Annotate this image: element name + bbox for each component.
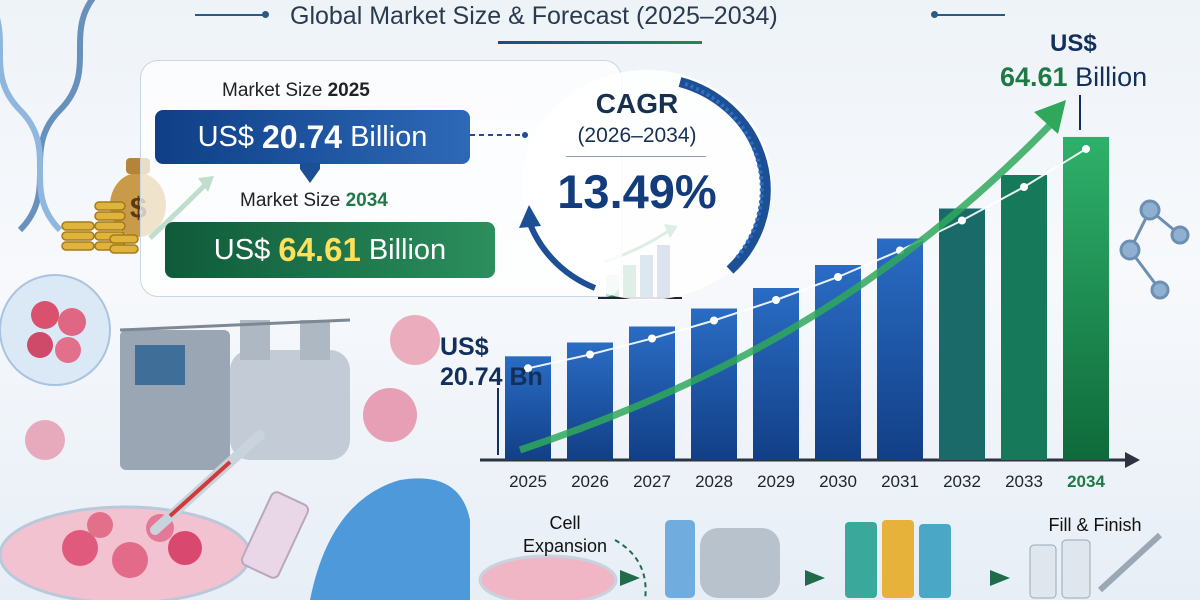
x-tick-label-2025: 2025 [509,472,547,491]
chart-bar-2031 [877,238,923,460]
process-arrow-icon [620,570,640,586]
chart-bar-2033 [1001,175,1047,460]
chart-bar-2032 [939,208,985,460]
x-tick-label-2033: 2033 [1005,472,1043,491]
growth-arrow-head [1034,100,1066,134]
trend-line [527,148,1087,370]
cagr-title: CAGR [595,88,679,119]
x-tick-label-2029: 2029 [757,472,795,491]
x-tick-label-2027: 2027 [633,472,671,491]
chart-end-value: 64.61 [1000,62,1068,92]
gloved-hand-icon [310,478,470,600]
cell-expansion-label: Cell Expansion [505,512,625,558]
x-tick-label-2028: 2028 [695,472,733,491]
culture-dish-icon [478,554,618,600]
x-tick-label-2026: 2026 [571,472,609,491]
x-tick-label-2032: 2032 [943,472,981,491]
pink-cell-icon [25,420,65,460]
market-value: 64.61 [278,231,361,268]
trend-point-2030 [834,273,842,281]
cagr-divider [566,156,706,157]
title-bar: Global Market Size & Forecast (2025–2034… [0,0,1200,44]
bioreactor-tank-icon [700,528,780,598]
trend-point-2028 [710,316,718,325]
coins-icon [61,201,139,254]
trend-point-2027 [648,334,656,343]
title-underline [498,41,702,44]
market-size-2034-value: US$ 64.61 Billion [165,222,495,278]
cagr-ring-icon [519,77,771,291]
title-dot-right [931,11,938,18]
down-arrow-icon [300,163,320,183]
reagent-bottle-icon [665,520,695,598]
growth-arrow [518,122,1053,454]
market-size-2034-label: Market Size 2034 [240,190,388,212]
x-tick-label-2030: 2030 [819,472,857,491]
chart-end-prefix: US$ [1050,30,1097,57]
title-divider-right [935,14,1005,16]
x-tick-label-2031: 2031 [881,472,919,491]
trend-point-2025 [524,364,532,373]
vials-row-icon [845,520,951,598]
chart-start-label: US$ 20.74 Bn [440,332,543,392]
dna-helix-icon [0,0,96,233]
pipette-icon [150,430,265,535]
chart-start-prefix: US$ [440,333,489,361]
market-size-2025-value: US$ 20.74 Billion [155,110,470,164]
chart-bar-2026 [567,342,613,460]
trend-point-2032 [958,216,966,225]
cagr-range: (2026–2034) [577,124,697,147]
molecule-icon [1119,199,1190,300]
currency-prefix: US$ [213,233,271,266]
x-axis-arrow [1125,452,1140,468]
title-divider-left [195,14,265,16]
market-size-year: 2025 [327,80,370,101]
market-size-year: 2034 [345,190,388,211]
title-dot-left [262,11,269,18]
trend-point-2034 [1082,144,1090,153]
trend-point-2033 [1020,183,1028,191]
market-size-label-text: Market Size [240,190,341,211]
market-unit: Billion [368,233,447,266]
process-arrow-icon [990,570,1010,586]
trend-point-2026 [586,350,594,359]
pink-cell-icon [390,315,440,365]
cell-expansion-line1: Cell [549,513,581,533]
chart-bar-2030 [815,265,861,460]
market-size-label-text: Market Size [222,80,323,101]
market-size-2025-label: Market Size 2025 [222,80,370,102]
chart-bar-2034 [1063,136,1109,460]
chart-bar-2029 [753,288,799,460]
connector-dashed-icon [470,132,528,138]
pink-cell-icon [363,388,417,442]
currency-prefix: US$ [197,120,254,153]
cell-expansion-line2: Expansion [522,536,608,556]
finished-vials-icon [1029,532,1163,599]
page-title: Global Market Size & Forecast (2025–2034… [290,2,778,30]
chart-end-unit: Billion [1075,62,1148,92]
chart-end-label: 64.61 Billion [1000,62,1147,93]
vial-icon [240,491,310,579]
market-value: 20.74 [261,118,343,155]
trend-point-2029 [772,296,780,304]
chart-start-value: 20.74 Bn [440,363,543,391]
fill-finish-label: Fill & Finish [1048,515,1142,535]
cagr-value: 13.49% [557,165,717,218]
dashed-connector-icon [614,539,647,600]
chart-bar-2028 [691,308,737,460]
process-arrow-icon [805,570,825,586]
market-unit: Billion [350,120,428,153]
cell-cluster-icon [0,274,111,386]
x-tick-label-2034: 2034 [1067,472,1105,491]
